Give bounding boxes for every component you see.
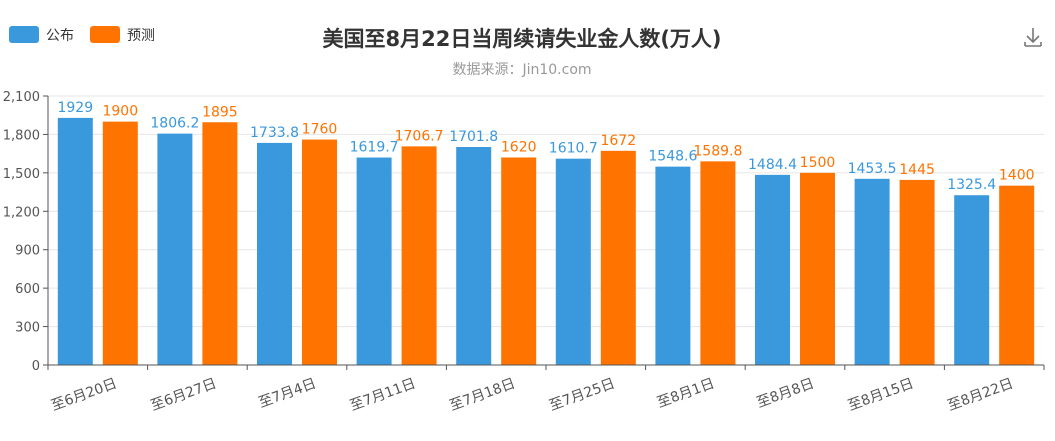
legend-label-0: 公布 bbox=[46, 28, 74, 44]
bar-1-5[interactable] bbox=[600, 150, 636, 365]
y-axis: 0 300 600 900 1,200 1,500 1,800 2,100 bbox=[3, 90, 49, 374]
data-label-1-2: 1760 bbox=[302, 122, 338, 138]
x-tick-label-0: 至6月20日 bbox=[49, 376, 119, 415]
x-tick-label-3: 至7月11日 bbox=[348, 376, 418, 415]
bar-1-6[interactable] bbox=[700, 161, 736, 365]
data-label-0-6: 1548.6 bbox=[648, 149, 697, 165]
y-tick-label-5: 1,500 bbox=[3, 167, 40, 182]
bar-1-0[interactable] bbox=[102, 121, 138, 365]
data-label-0-1: 1806.2 bbox=[150, 116, 199, 132]
data-label-0-9: 1325.4 bbox=[947, 177, 996, 193]
y-tick-label-7: 2,100 bbox=[3, 90, 40, 105]
legend-item-0[interactable]: 公布 bbox=[9, 26, 74, 44]
chart-title: 美国至8月22日当周续请失业金人数(万人) bbox=[322, 27, 721, 51]
bar-1-7[interactable] bbox=[800, 172, 835, 365]
bar-0-1[interactable] bbox=[157, 133, 193, 365]
chart-subtitle: 数据来源：Jin10.com bbox=[452, 62, 591, 78]
bar-1-3[interactable] bbox=[401, 146, 437, 365]
bar-0-7[interactable] bbox=[755, 174, 790, 365]
x-tick-label-1: 至6月27日 bbox=[149, 376, 219, 415]
x-tick-label-9: 至8月22日 bbox=[946, 376, 1016, 415]
bar-0-6[interactable] bbox=[655, 166, 691, 365]
data-label-1-6: 1589.8 bbox=[693, 143, 742, 159]
data-label-0-0: 1929 bbox=[57, 100, 93, 116]
y-tick-label-3: 900 bbox=[15, 244, 40, 259]
bar-0-4[interactable] bbox=[456, 147, 492, 365]
data-label-0-7: 1484.4 bbox=[748, 157, 797, 173]
data-label-0-2: 1733.8 bbox=[250, 125, 299, 141]
y-tick-label-6: 1,800 bbox=[3, 128, 40, 143]
x-axis: 至6月20日 至6月27日 至7月4日 至7月11日 至7月18日 至7月25日 至8月1日… bbox=[47, 364, 1045, 415]
data-label-1-4: 1620 bbox=[501, 139, 537, 155]
bar-0-0[interactable] bbox=[57, 117, 93, 365]
data-label-0-3: 1619.7 bbox=[350, 140, 399, 156]
data-label-0-8: 1453.5 bbox=[848, 161, 897, 177]
data-label-0-4: 1701.8 bbox=[449, 129, 498, 145]
data-label-1-8: 1445 bbox=[899, 162, 935, 178]
legend-label-1: 预测 bbox=[127, 28, 155, 44]
legend: 公布 预测 bbox=[9, 26, 155, 44]
data-label-0-5: 1610.7 bbox=[549, 141, 598, 157]
bar-0-5[interactable] bbox=[555, 158, 591, 365]
x-tick-label-2: 至7月4日 bbox=[257, 376, 319, 411]
bars bbox=[57, 117, 1035, 365]
bar-0-9[interactable] bbox=[954, 195, 990, 365]
x-tick-label-4: 至7月18日 bbox=[448, 376, 518, 415]
y-tick-label-2: 600 bbox=[15, 282, 40, 297]
x-tick-label-7: 至8月8日 bbox=[755, 376, 817, 411]
data-label-1-5: 1672 bbox=[600, 133, 636, 149]
y-tick-label-1: 300 bbox=[15, 321, 40, 336]
legend-item-1[interactable]: 预测 bbox=[90, 26, 155, 44]
bar-1-2[interactable] bbox=[302, 139, 337, 365]
y-tick-label-0: 0 bbox=[32, 359, 40, 374]
bar-0-3[interactable] bbox=[356, 157, 392, 365]
bar-0-8[interactable] bbox=[854, 178, 890, 365]
x-tick-label-8: 至8月15日 bbox=[846, 376, 916, 415]
legend-swatch-1 bbox=[90, 26, 120, 43]
download-icon bbox=[1024, 28, 1042, 47]
data-label-1-7: 1500 bbox=[800, 155, 836, 171]
data-label-1-1: 1895 bbox=[202, 104, 238, 120]
data-label-1-9: 1400 bbox=[999, 168, 1035, 184]
y-tick-label-4: 1,200 bbox=[3, 205, 40, 220]
bar-1-4[interactable] bbox=[501, 157, 537, 365]
data-label-1-0: 1900 bbox=[102, 104, 138, 120]
legend-swatch-0 bbox=[9, 26, 39, 43]
bar-1-9[interactable] bbox=[999, 185, 1035, 365]
x-tick-label-5: 至7月25日 bbox=[547, 376, 617, 415]
data-label-1-3: 1706.7 bbox=[395, 128, 444, 144]
download-button[interactable] bbox=[1024, 28, 1042, 47]
bar-0-2[interactable] bbox=[257, 142, 292, 365]
x-tick-label-6: 至8月1日 bbox=[655, 376, 717, 411]
bar-1-1[interactable] bbox=[202, 122, 238, 365]
bar-1-8[interactable] bbox=[899, 179, 935, 365]
